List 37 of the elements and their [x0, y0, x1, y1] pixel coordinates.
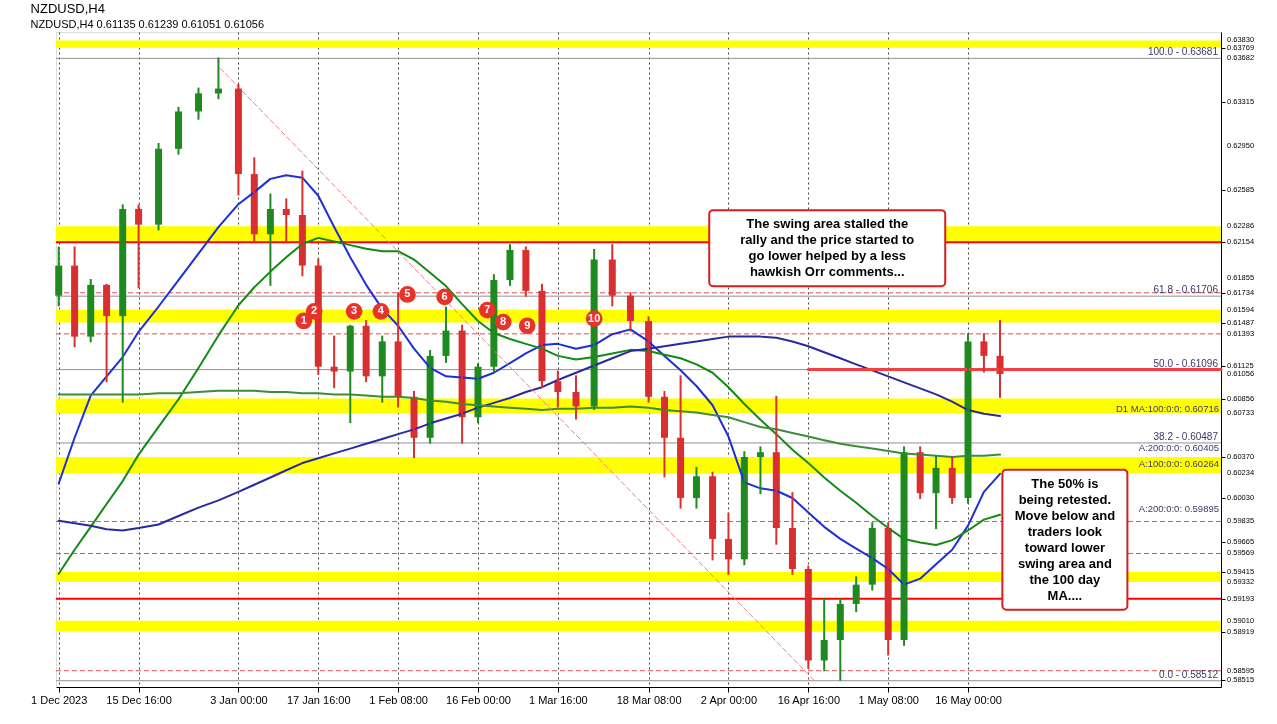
x-tick-label: 16 Feb 00:00 [446, 693, 511, 706]
annotation: 5 [404, 287, 411, 300]
chart-subtitle: NZDUSD,H4 0.61135 0.61239 0.61051 0.61056 [30, 18, 264, 30]
annotation: 38.2 - 0.60487 [1153, 430, 1219, 442]
x-tick-label: 1 Feb 08:00 [369, 693, 428, 706]
x-tick-label: 17 Jan 16:00 [286, 693, 351, 706]
annotation: 2 [311, 304, 318, 317]
x-tick-label: 16 Apr 16:00 [777, 693, 841, 706]
chart-title: NZDUSD,H4 [30, 1, 105, 16]
annotation: 9 [524, 318, 531, 331]
x-tick-label: 1 Dec 2023 [31, 693, 88, 706]
line-series [57, 174, 1002, 586]
annotation: A:100:0:0: 0.60264 [1138, 458, 1219, 470]
annotation: D1 MA:100:0:0: 0.60716 [1116, 403, 1219, 415]
x-tick-label: 18 Mar 08:00 [616, 693, 682, 706]
annotation: 100.0 - 0.63681 [1147, 46, 1219, 58]
annotation: 1 [300, 313, 307, 326]
x-tick-label: 1 Mar 16:00 [528, 693, 588, 706]
x-tick-label: 1 May 08:00 [858, 693, 919, 706]
x-tick-label: 2 Apr 00:00 [700, 693, 758, 706]
annotation: 6 [441, 289, 448, 302]
line-series [57, 335, 1002, 532]
annotation: The swing area stalled the rally and the price started to go lower helped by a less hawkish Orr comments... [740, 216, 915, 280]
line-series [57, 389, 1002, 459]
annotation: 3 [351, 304, 358, 317]
annotation: 8 [500, 315, 507, 328]
annotation: A:200:0:0: 0.59895 [1138, 502, 1219, 514]
annotation: A:200:0:0: 0.60405 [1138, 441, 1219, 453]
annotation: 10 [588, 311, 601, 324]
x-tick-label: 15 Dec 16:00 [106, 693, 172, 706]
annotation: 4 [377, 304, 385, 317]
x-tick-label: 3 Jan 00:00 [210, 693, 268, 706]
annotation: The 50% is being retested. Move below and traders look toward lower swing area and the 100 day MA.... [1014, 475, 1116, 603]
annotation: 50.0 - 0.61096 [1153, 357, 1219, 369]
annotation: 7 [484, 303, 491, 316]
annotation: 0.0 - 0.58512 [1159, 668, 1219, 680]
x-tick-label: 16 May 00:00 [935, 693, 1002, 706]
